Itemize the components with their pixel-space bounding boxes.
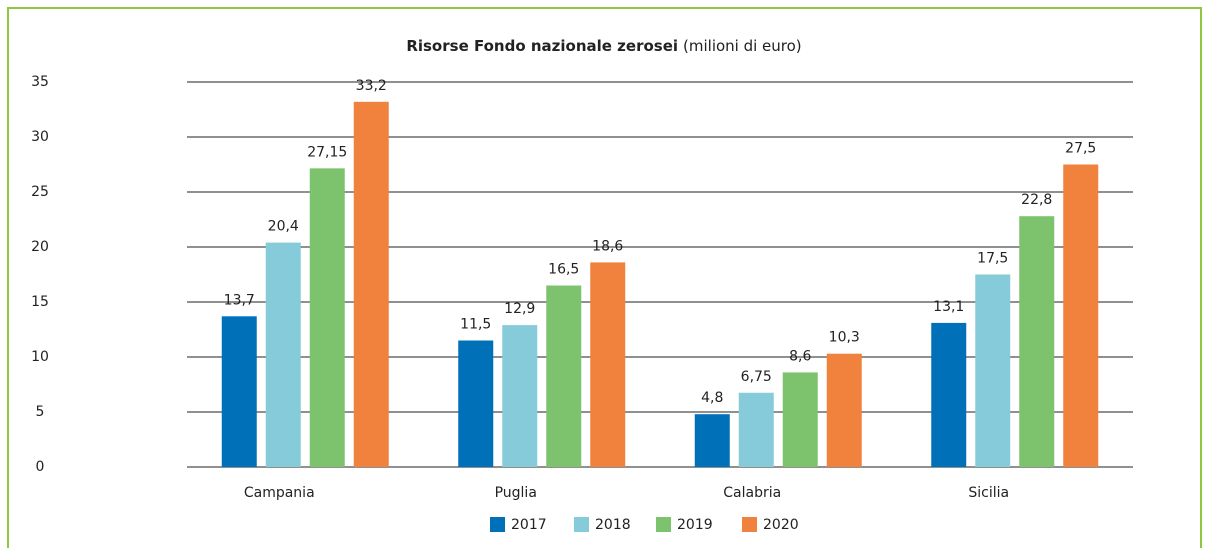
legend-swatch <box>742 517 757 532</box>
bar <box>931 322 967 467</box>
bar <box>694 414 730 467</box>
bar <box>546 285 582 467</box>
bar <box>826 353 862 467</box>
y-tick-label: 5 <box>36 404 45 420</box>
value-label: 33,2 <box>356 78 387 94</box>
value-label: 13,7 <box>224 292 255 308</box>
bar <box>1063 164 1099 467</box>
bar <box>353 101 389 468</box>
y-tick-label: 25 <box>31 184 49 200</box>
bar <box>265 242 301 467</box>
value-label: 12,9 <box>504 301 535 317</box>
value-label: 10,3 <box>829 330 860 346</box>
x-tick-label: Calabria <box>723 485 781 501</box>
chart-title-group: Risorse Fondo nazionale zerosei (milioni … <box>406 37 801 55</box>
legend-swatch <box>656 517 671 532</box>
legend-label: 2018 <box>595 517 631 533</box>
value-label: 17,5 <box>977 251 1008 267</box>
value-label: 27,5 <box>1065 141 1096 157</box>
bar <box>738 392 774 467</box>
legend-swatch <box>574 517 589 532</box>
legend-label: 2017 <box>511 517 547 533</box>
y-tick-label: 35 <box>31 74 49 90</box>
legend-label: 2019 <box>677 517 713 533</box>
chart-title: Risorse Fondo nazionale zerosei <box>406 37 678 55</box>
y-tick-label: 15 <box>31 294 49 310</box>
bar <box>975 274 1011 467</box>
value-label: 8,6 <box>789 348 811 364</box>
bar <box>309 168 345 467</box>
y-tick-label: 20 <box>31 239 49 255</box>
y-tick-label: 0 <box>36 459 45 475</box>
bar <box>1019 216 1055 467</box>
frame <box>7 7 1202 548</box>
value-label: 27,15 <box>307 144 347 160</box>
chart-subtitle: (milioni di euro) <box>683 37 802 55</box>
value-label: 13,1 <box>933 299 964 315</box>
y-tick-label: 10 <box>31 349 49 365</box>
value-label: 22,8 <box>1021 192 1052 208</box>
bar <box>782 372 818 467</box>
x-tick-label: Campania <box>244 485 315 501</box>
value-label: 18,6 <box>592 238 623 254</box>
x-tick-label: Sicilia <box>968 485 1009 501</box>
value-label: 11,5 <box>460 317 491 333</box>
bar <box>502 325 538 467</box>
value-label: 20,4 <box>268 219 299 235</box>
x-tick-label: Puglia <box>495 485 537 501</box>
bar <box>590 262 626 467</box>
legend-label: 2020 <box>763 517 799 533</box>
value-label: 6,75 <box>741 369 772 385</box>
bar <box>221 316 257 467</box>
y-tick-label: 30 <box>31 129 49 145</box>
value-label: 16,5 <box>548 262 579 278</box>
value-label: 4,8 <box>701 390 723 406</box>
legend-swatch <box>490 517 505 532</box>
bar <box>458 340 494 467</box>
